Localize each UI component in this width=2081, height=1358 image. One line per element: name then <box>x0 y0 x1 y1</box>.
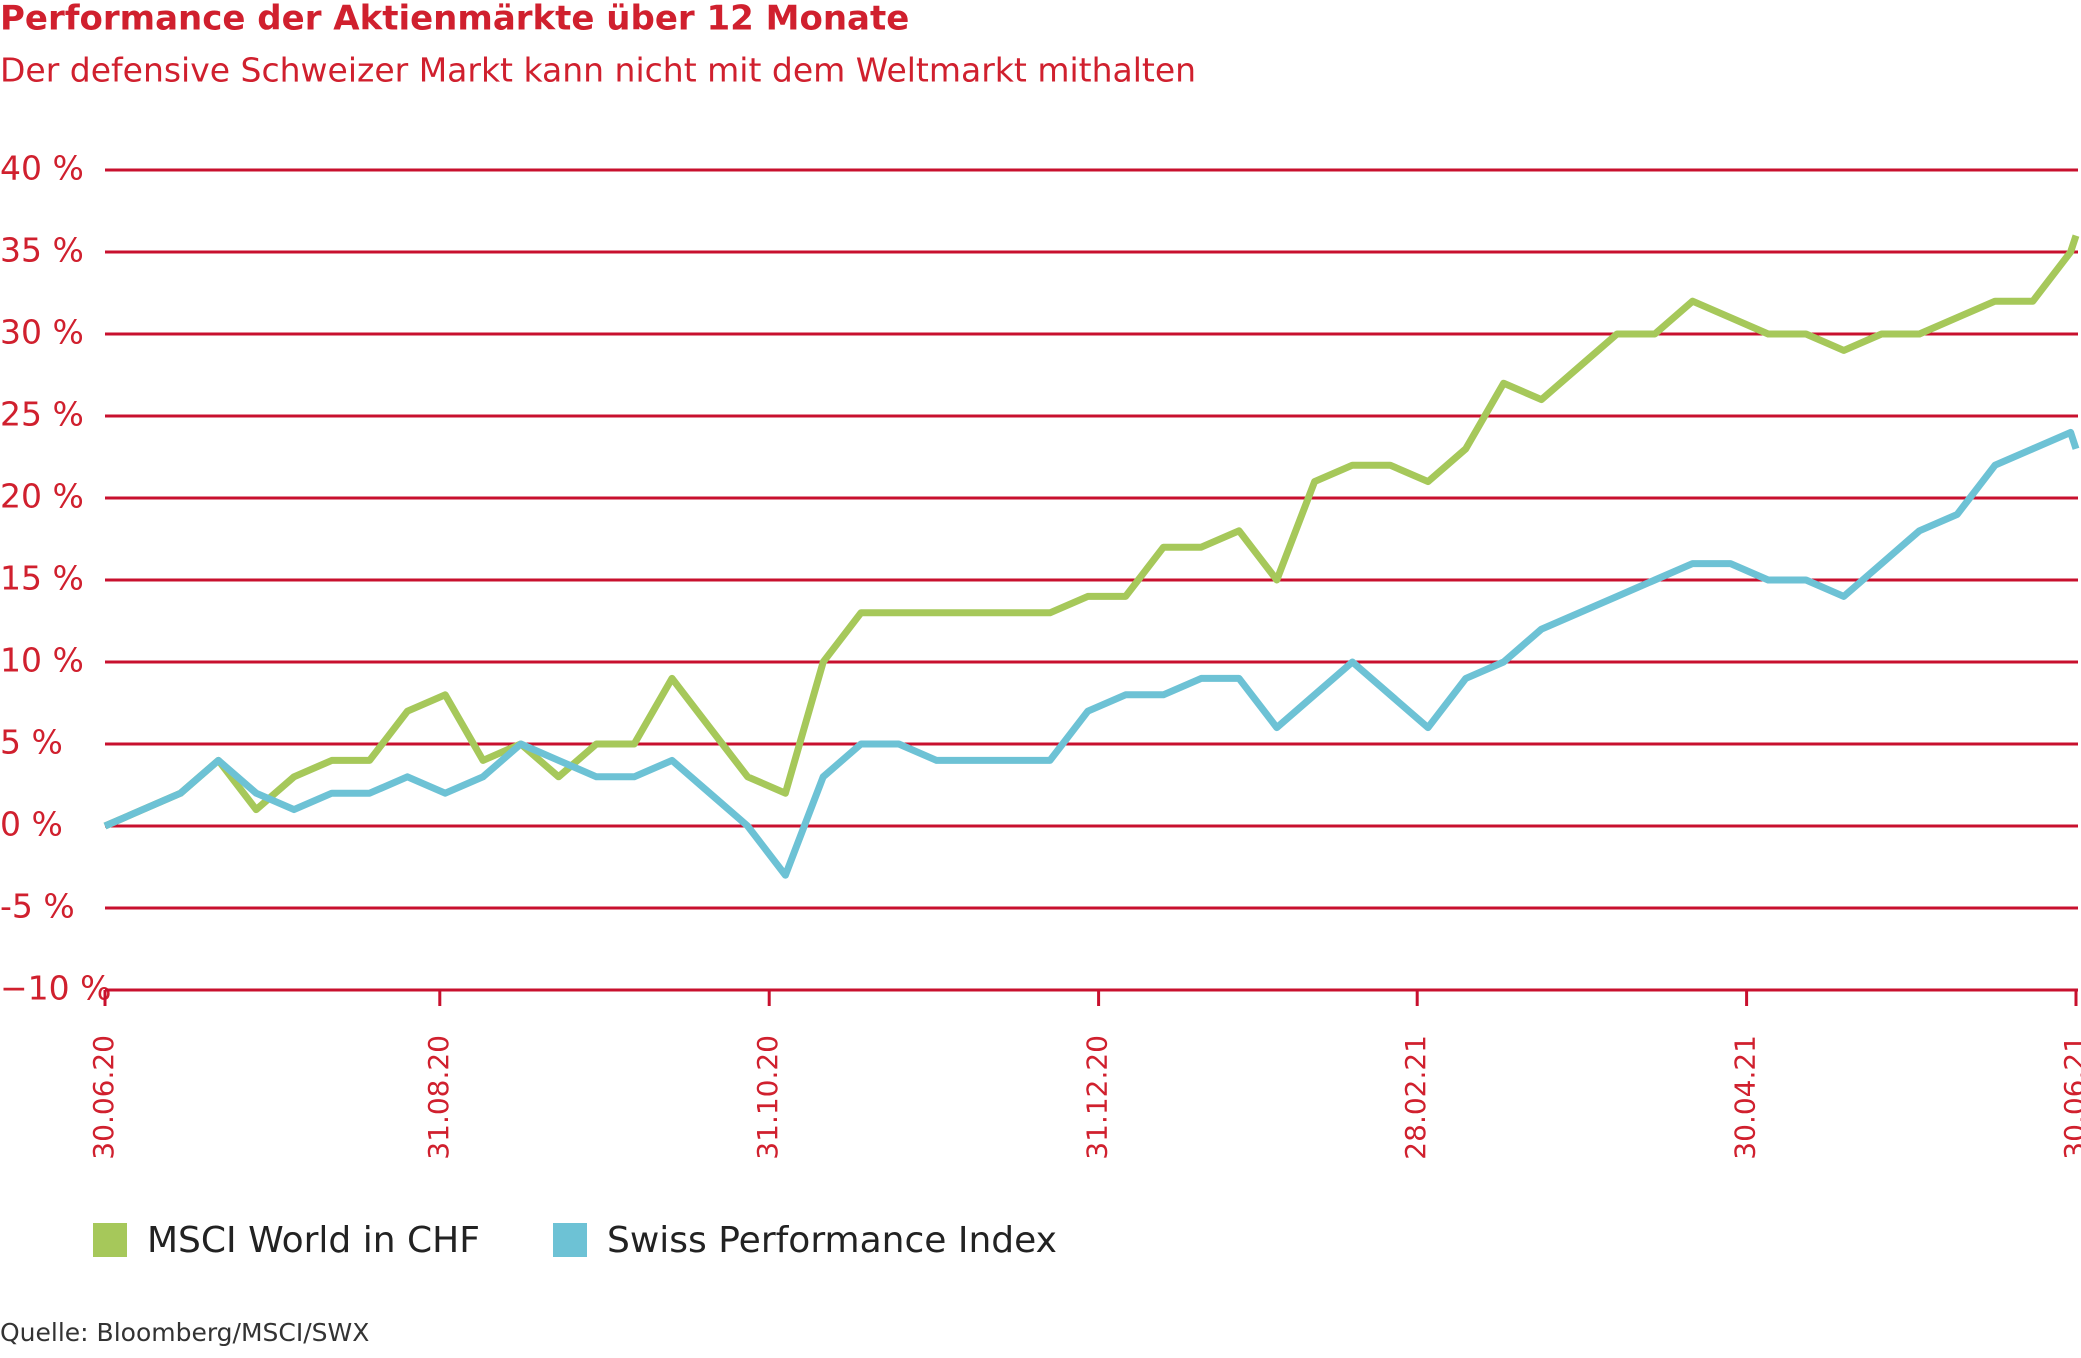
y-tick-label: 25 % <box>0 395 84 434</box>
y-tick-label: 20 % <box>0 477 84 516</box>
series-line <box>103 428 2080 879</box>
y-tick-label: 35 % <box>0 231 84 270</box>
y-tick-label: 40 % <box>0 149 84 188</box>
chart-title: Performance der Aktienmärkte über 12 Mon… <box>0 0 909 39</box>
y-tick-label: 0 % <box>0 805 63 844</box>
series-line <box>103 234 2080 830</box>
y-tick-label: 15 % <box>0 559 84 598</box>
y-tick-label: −10 % <box>0 969 112 1008</box>
y-tick-label: -5 % <box>0 887 75 926</box>
x-tick-label: 28.02.21 <box>1399 1035 1432 1160</box>
y-tick-label: 10 % <box>0 641 84 680</box>
legend-label: Swiss Performance Index <box>607 1220 1057 1261</box>
chart-subtitle: Der defensive Schweizer Markt kann nicht… <box>0 51 1196 90</box>
y-tick-label: 30 % <box>0 313 84 352</box>
legend-swatch <box>93 1223 127 1257</box>
x-tick-label: 30.06.21 <box>2058 1035 2081 1160</box>
x-tick-label: 31.08.20 <box>422 1035 455 1160</box>
x-tick-label: 31.12.20 <box>1081 1035 1114 1160</box>
source-note: Quelle: Bloomberg/MSCI/SWX <box>0 1318 369 1347</box>
x-tick-label: 31.10.20 <box>751 1035 784 1160</box>
x-tick-label: 30.06.20 <box>87 1035 120 1160</box>
y-tick-label: 5 % <box>0 723 63 762</box>
legend-label: MSCI World in CHF <box>147 1220 480 1261</box>
legend-swatch <box>553 1223 587 1257</box>
x-tick-label: 30.04.21 <box>1729 1035 1762 1160</box>
